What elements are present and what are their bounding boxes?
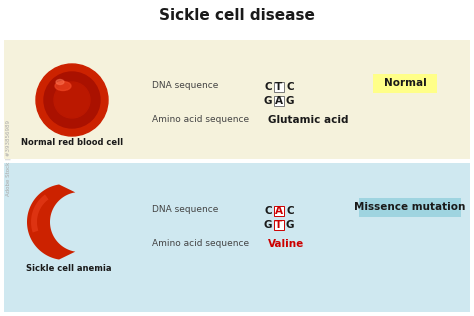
Text: T: T [275,220,283,230]
FancyBboxPatch shape [4,163,470,312]
Ellipse shape [56,80,64,84]
Polygon shape [27,185,75,259]
Text: Glutamic acid: Glutamic acid [268,115,348,125]
Text: Normal: Normal [383,78,427,88]
Polygon shape [31,194,48,233]
Text: A: A [275,206,283,216]
Circle shape [54,82,90,118]
Text: DNA sequence: DNA sequence [152,82,219,90]
Text: Sickle cell anemia: Sickle cell anemia [26,264,112,273]
Text: T: T [275,82,283,92]
FancyBboxPatch shape [0,0,474,38]
FancyBboxPatch shape [273,82,284,92]
Circle shape [44,72,100,128]
Ellipse shape [55,82,71,90]
Text: Amino acid sequence: Amino acid sequence [152,240,249,248]
FancyBboxPatch shape [373,74,437,93]
Text: DNA sequence: DNA sequence [152,205,219,215]
Text: C: C [264,82,272,92]
Text: G: G [286,96,294,106]
Text: A: A [275,96,283,106]
Text: G: G [264,220,272,230]
FancyBboxPatch shape [359,198,461,217]
FancyBboxPatch shape [273,96,284,106]
Text: Amino acid sequence: Amino acid sequence [152,116,249,125]
Text: C: C [264,206,272,216]
Text: C: C [286,206,294,216]
FancyBboxPatch shape [273,206,284,216]
Text: Adobe Stock | #393856989: Adobe Stock | #393856989 [5,120,11,196]
FancyBboxPatch shape [4,40,470,159]
Text: G: G [264,96,272,106]
Text: G: G [286,220,294,230]
Circle shape [36,64,108,136]
Text: Normal red blood cell: Normal red blood cell [21,138,123,147]
Text: Missence mutation: Missence mutation [354,203,465,212]
FancyBboxPatch shape [273,220,284,230]
Text: Valine: Valine [268,239,304,249]
Text: Sickle cell disease: Sickle cell disease [159,8,315,23]
Text: C: C [286,82,294,92]
